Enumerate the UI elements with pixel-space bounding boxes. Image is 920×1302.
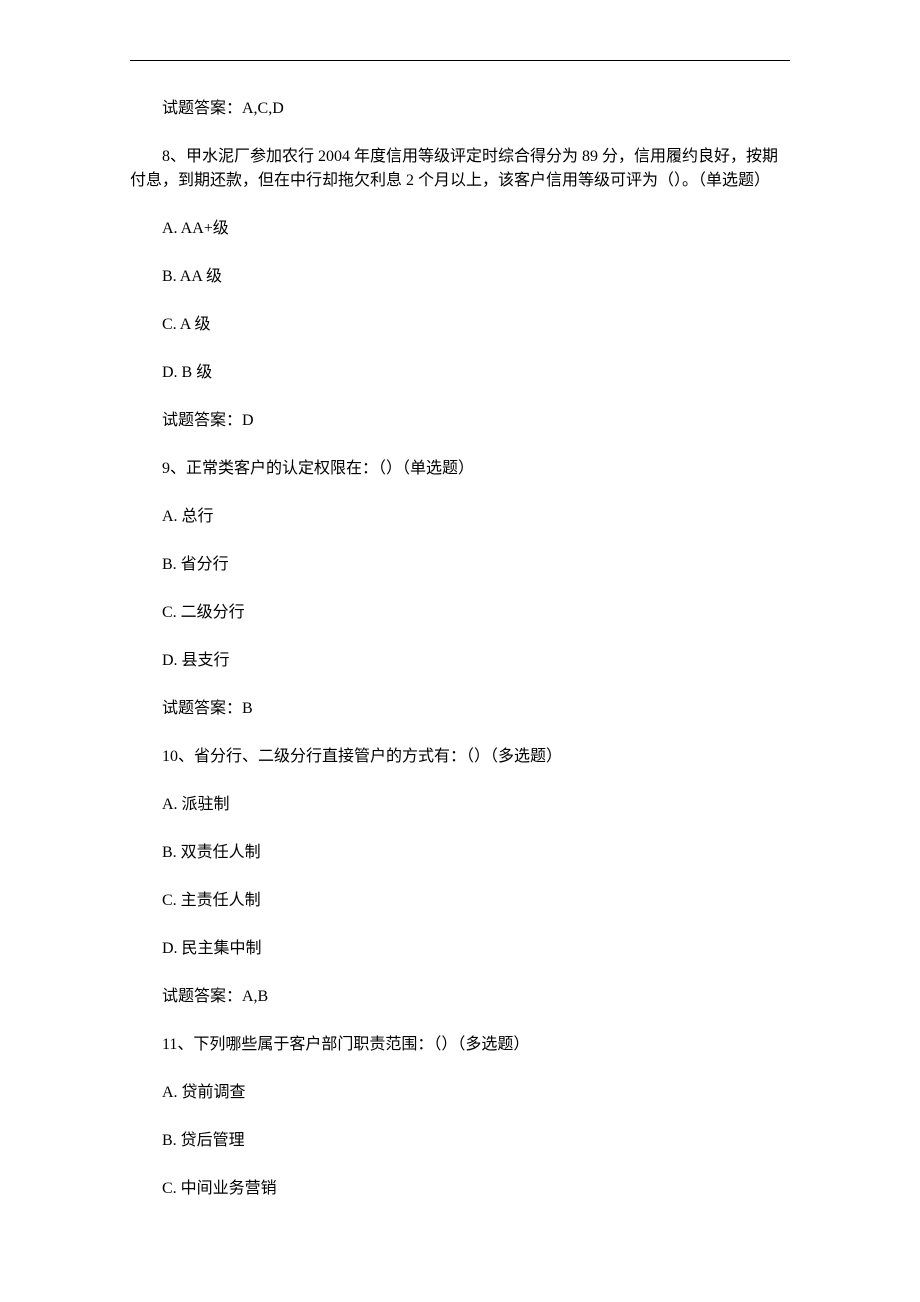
answer-line-q8: 试题答案：D	[130, 409, 790, 433]
question-11-option-b: B. 贷后管理	[130, 1129, 790, 1153]
answer-line-q9: 试题答案：B	[130, 697, 790, 721]
question-8-option-b: B. AA 级	[130, 265, 790, 289]
question-10-option-c: C. 主责任人制	[130, 889, 790, 913]
question-11-option-a: A. 贷前调查	[130, 1081, 790, 1105]
horizontal-rule	[130, 60, 790, 61]
document-page: 试题答案：A,C,D 8、甲水泥厂参加农行 2004 年度信用等级评定时综合得分…	[0, 0, 920, 1302]
question-11-option-c: C. 中间业务营销	[130, 1177, 790, 1201]
question-9-stem: 9、正常类客户的认定权限在：（）（单选题）	[130, 457, 790, 481]
question-8-option-d: D. B 级	[130, 361, 790, 385]
question-10-option-b: B. 双责任人制	[130, 841, 790, 865]
question-8-option-a: A. AA+级	[130, 217, 790, 241]
answer-line-q7: 试题答案：A,C,D	[130, 97, 790, 121]
question-9-option-d: D. 县支行	[130, 649, 790, 673]
question-10-option-a: A. 派驻制	[130, 793, 790, 817]
question-9-option-b: B. 省分行	[130, 553, 790, 577]
question-8-option-c: C. A 级	[130, 313, 790, 337]
question-9-option-a: A. 总行	[130, 505, 790, 529]
question-10-stem: 10、省分行、二级分行直接管户的方式有：（）（多选题）	[130, 745, 790, 769]
question-10-option-d: D. 民主集中制	[130, 937, 790, 961]
question-8-stem: 8、甲水泥厂参加农行 2004 年度信用等级评定时综合得分为 89 分，信用履约…	[130, 145, 790, 193]
answer-line-q10: 试题答案：A,B	[130, 985, 790, 1009]
question-11-stem: 11、下列哪些属于客户部门职责范围：（）（多选题）	[130, 1033, 790, 1057]
question-9-option-c: C. 二级分行	[130, 601, 790, 625]
